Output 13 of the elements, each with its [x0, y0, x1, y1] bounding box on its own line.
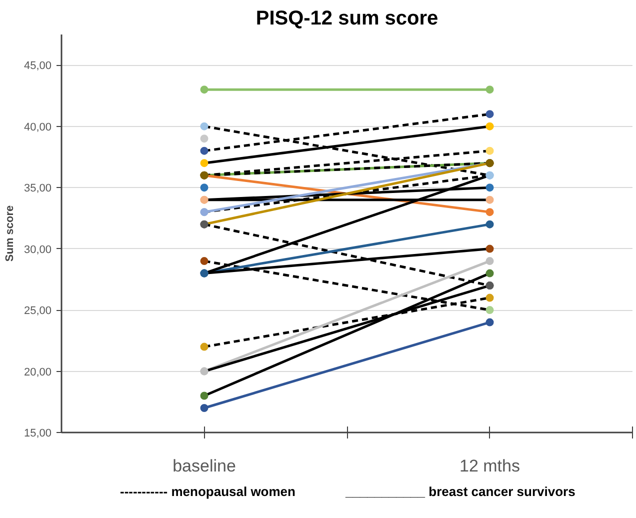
y-axis-title: Sum score — [4, 205, 16, 262]
y-tick-label: 30,00 — [24, 244, 52, 256]
chart-title: PISQ-12 sum score — [256, 8, 438, 30]
text: ----------- menopausal women — [120, 484, 296, 499]
y-tick-label: 35,00 — [24, 182, 52, 195]
y-tick-label: 15,00 — [24, 428, 52, 440]
x-tick-label: 12 mths — [460, 456, 520, 476]
y-tick-label: 20,00 — [24, 366, 52, 378]
y-tick-label: 25,00 — [24, 305, 52, 318]
text: ___________ breast cancer survivors — [345, 484, 576, 499]
y-tick-label: 45,00 — [24, 60, 52, 72]
x-tick-label: baseline — [172, 456, 236, 476]
y-tick-label: 40,00 — [24, 121, 52, 134]
